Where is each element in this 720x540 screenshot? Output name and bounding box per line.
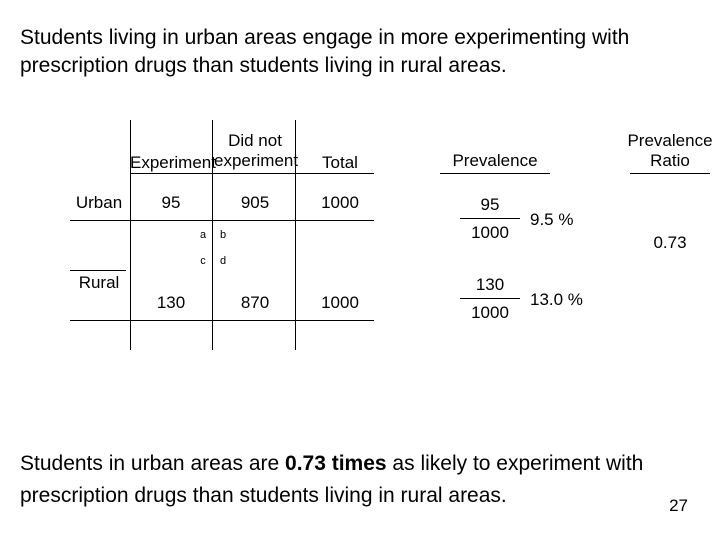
table-hline [130, 173, 374, 174]
prev-rural-den: 1000 [460, 303, 520, 323]
prev-rural-pct: 13.0 % [530, 290, 600, 310]
col-ratio-l2: Ratio [650, 151, 690, 170]
row-rural-label: Rural [70, 273, 128, 293]
marker-a: a [196, 229, 210, 241]
urban-experiment: 95 [130, 193, 212, 213]
marker-c: c [196, 255, 210, 267]
urban-no-experiment: 905 [214, 193, 296, 213]
col-prevalence: Prevalence [440, 151, 550, 171]
page-number: 27 [669, 496, 688, 516]
slide: Students living in urban areas engage in… [0, 0, 720, 540]
conclusion-bold: 0.73 times [285, 452, 387, 475]
col-no-experiment-l1: Did not [228, 131, 282, 150]
prev-urban-num: 95 [460, 195, 520, 215]
table-hline [70, 320, 374, 321]
conclusion-pre: Students in urban areas are [20, 452, 285, 475]
marker-d: d [216, 255, 230, 267]
rural-no-experiment: 870 [214, 293, 296, 313]
col-total: Total [305, 153, 375, 173]
fraction-line [460, 218, 520, 219]
col-ratio: Prevalence Ratio [615, 131, 720, 170]
urban-total: 1000 [305, 193, 375, 213]
prev-urban-pct: 9.5 % [530, 210, 600, 230]
rural-total: 1000 [305, 293, 375, 313]
prevalence-underline [440, 173, 550, 174]
col-no-experiment-l2: experiment [214, 151, 298, 170]
prev-rural-num: 130 [460, 275, 520, 295]
ratio-underline [630, 173, 710, 174]
row-urban-label: Urban [70, 193, 128, 213]
col-no-experiment: Did not experiment [214, 131, 296, 170]
table-hline [70, 270, 126, 271]
table-hline [70, 220, 374, 221]
col-experiment: Experiment [130, 153, 212, 173]
prev-urban-den: 1000 [460, 223, 520, 243]
marker-b: b [216, 229, 230, 241]
rural-experiment: 130 [130, 293, 212, 313]
conclusion: Students in urban areas are 0.73 times a… [20, 448, 680, 511]
prevalence-ratio: 0.73 [630, 233, 710, 253]
fraction-line [460, 298, 520, 299]
slide-title: Students living in urban areas engage in… [20, 24, 680, 81]
col-ratio-l1: Prevalence [627, 131, 712, 150]
